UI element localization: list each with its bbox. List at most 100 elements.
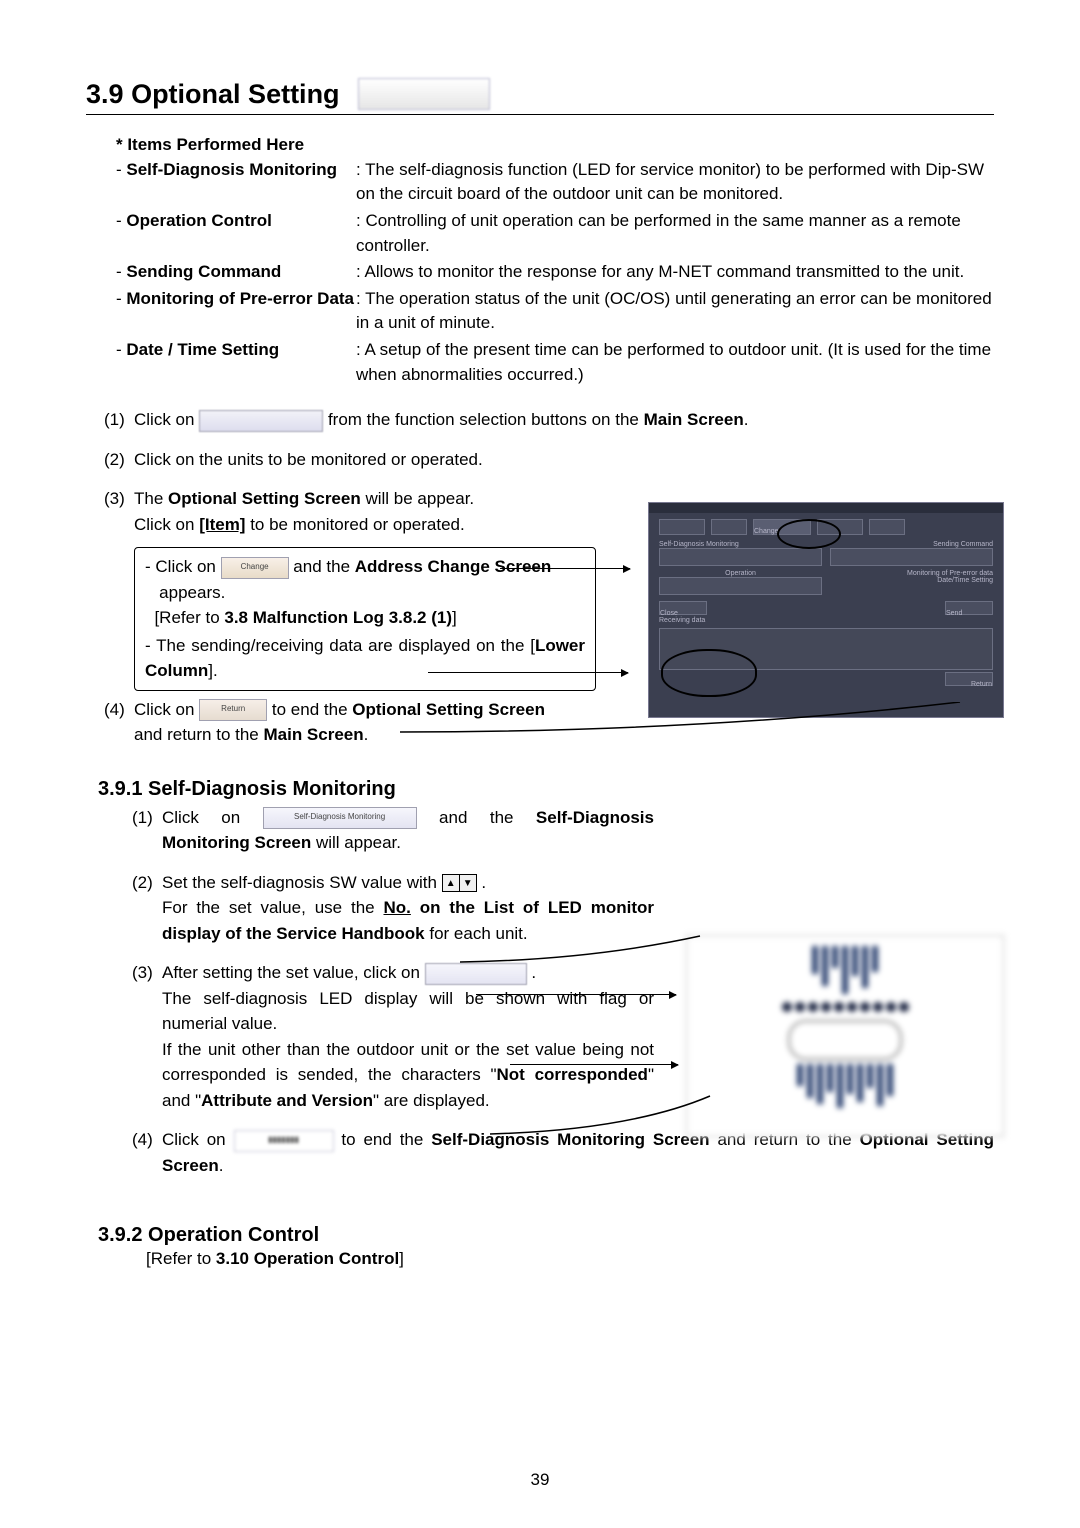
item-desc: : Allows to monitor the response for any… [356, 260, 994, 285]
led-return-button[interactable]: ▮▮▮▮▮▮▮ [234, 1130, 334, 1152]
self-diagnosis-screenshot [686, 935, 1004, 1137]
screenshot-label: Date/Time Setting [830, 577, 993, 584]
list-no-ref: No. [384, 898, 411, 917]
main-screen-ref: Main Screen [644, 410, 744, 429]
screenshot-change-btn: Change [754, 528, 779, 535]
step-text: [Refer to [154, 608, 224, 627]
step-text: Set the self-diagnosis SW value with [162, 873, 442, 892]
step-number: (4) [132, 1127, 162, 1178]
ref-text: ] [399, 1249, 404, 1268]
item-row: - Self-Diagnosis Monitoring : The self-d… [116, 158, 994, 207]
screenshot-label: Return [971, 681, 992, 688]
step-text: . [364, 725, 369, 744]
arrow-curve [490, 1094, 730, 1144]
step-text: Click on [162, 808, 263, 827]
step-text: . [219, 1156, 224, 1175]
subsection-392-ref: [Refer to 3.10 Operation Control] [146, 1249, 994, 1269]
screenshot-label: Operation [659, 570, 822, 577]
attr-version-ref: Attribute and Version [201, 1091, 373, 1110]
step-text: Click on [134, 700, 199, 719]
step-number: (3) [132, 960, 162, 1113]
step-text: will appear. [311, 833, 401, 852]
step-text: ] [452, 608, 457, 627]
malfunction-log-ref: 3.8 Malfunction Log 3.8.2 (1) [224, 608, 452, 627]
step-number: (1) [132, 805, 162, 856]
step-text: " are displayed. [373, 1091, 490, 1110]
step-number: (2) [132, 870, 162, 947]
step-number: (3) [104, 486, 134, 691]
step-text: will be appear. [361, 489, 474, 508]
step-number: (2) [104, 447, 134, 473]
arrow-curve [400, 702, 1020, 762]
main-screen-ref: Main Screen [263, 725, 363, 744]
optional-setting-screenshot: Change Self-Diagnosis Monitoring Operati… [648, 502, 1004, 718]
page-number: 39 [0, 1470, 1080, 1490]
item-label: Date / Time Setting [126, 340, 279, 359]
step-text: Click on [162, 1130, 234, 1149]
item-row: - Sending Command : Allows to monitor th… [116, 260, 994, 285]
arrow-line [500, 568, 630, 569]
step-2: (2) Click on the units to be monitored o… [104, 447, 994, 473]
subsection-391-title: 3.9.1 Self-Diagnosis Monitoring [98, 778, 994, 801]
title-rule [86, 114, 994, 115]
optional-setting-button-inline[interactable] [199, 410, 323, 432]
screenshot-label: Send [946, 610, 962, 617]
step-text: - The sending/receiving data are display… [145, 636, 535, 655]
step-text: - Click on [145, 557, 221, 576]
step-text: The [134, 489, 168, 508]
step-text: ]. [208, 661, 217, 680]
item-label: Operation Control [126, 211, 271, 230]
callout-circle-lower [661, 649, 757, 697]
item-row: - Date / Time Setting : A setup of the p… [116, 338, 994, 387]
step-391-1: (1) Click on Self-Diagnosis Monitoring a… [132, 805, 994, 856]
step-text: Click on the units to be monitored or op… [134, 447, 994, 473]
up-down-icon[interactable]: ▲▼ [442, 874, 477, 892]
arrow-line [510, 1064, 678, 1065]
callout-circle-change [777, 519, 841, 549]
step-text: to end the [267, 700, 352, 719]
step-text: The self-diagnosis LED display will be s… [162, 989, 654, 1034]
items-heading: * Items Performed Here [116, 133, 994, 158]
step-text: and return to the [134, 725, 263, 744]
change-button[interactable]: Change [221, 557, 289, 579]
item-desc: : The operation status of the unit (OC/O… [356, 287, 994, 336]
item-label: Monitoring of Pre-error Data [126, 289, 354, 308]
optional-setting-screen-ref: Optional Setting Screen [168, 489, 361, 508]
item-desc: : The self-diagnosis function (LED for s… [356, 158, 994, 207]
self-diagnosis-monitoring-button[interactable]: Self-Diagnosis Monitoring [263, 807, 417, 829]
step-text: Click on [134, 515, 199, 534]
operation-control-ref: 3.10 Operation Control [216, 1249, 399, 1268]
screenshot-label: Monitoring of Pre-error data [830, 570, 993, 577]
item-desc: : A setup of the present time can be per… [356, 338, 994, 387]
step-text: appears. [154, 583, 225, 602]
step-text: After setting the set value, click on [162, 963, 425, 982]
arrow-line [428, 672, 628, 673]
subsection-392-title: 3.9.2 Operation Control [98, 1224, 994, 1247]
step-number: (1) [104, 407, 134, 433]
optional-setting-button-thumb [358, 78, 490, 110]
arrow-curve [460, 932, 720, 972]
step-text: . [481, 873, 486, 892]
item-desc: : Controlling of unit operation can be p… [356, 209, 994, 258]
screenshot-label: Sending Command [830, 541, 993, 548]
ref-text: [Refer to [146, 1249, 216, 1268]
arrow-line [476, 994, 676, 995]
step-text: and the [289, 557, 355, 576]
item-row: - Monitoring of Pre-error Data : The ope… [116, 287, 994, 336]
step-text: to end the [334, 1130, 432, 1149]
item-label: Sending Command [126, 262, 281, 281]
section-heading: 3.9 Optional Setting [86, 79, 340, 110]
return-button[interactable]: Return [199, 699, 267, 721]
item-row: - Operation Control : Controlling of uni… [116, 209, 994, 258]
not-corresponded-ref: Not corresponded [497, 1065, 648, 1084]
step-number: (4) [104, 697, 134, 748]
item-label: Self-Diagnosis Monitoring [126, 160, 337, 179]
step-1: (1) Click on from the function selection… [104, 407, 994, 433]
step-text: from the function selection buttons on t… [328, 410, 644, 429]
step-text: . [744, 410, 749, 429]
screenshot-label: Receiving data [659, 617, 993, 624]
step-text: For the set value, use the [162, 898, 384, 917]
step-text: to be monitored or operated. [245, 515, 464, 534]
step-text: Click on [134, 410, 194, 429]
item-link: [Item] [199, 515, 245, 534]
